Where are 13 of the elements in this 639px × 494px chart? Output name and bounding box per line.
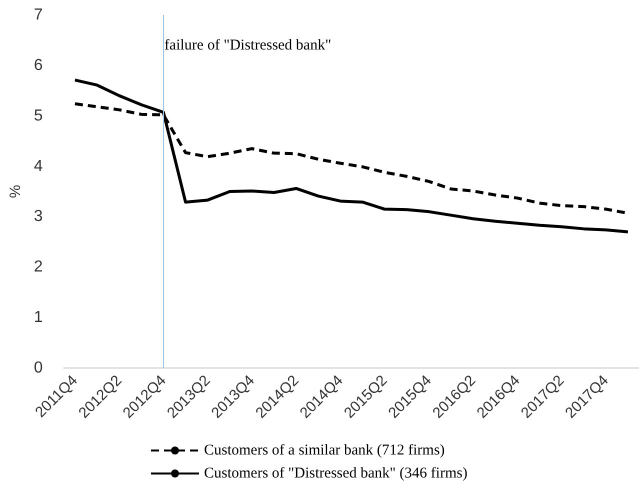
y-tick-label: 2 — [34, 258, 43, 276]
line-series — [73, 78, 630, 234]
y-tick-label: 3 — [34, 208, 43, 226]
y-tick-label: 6 — [34, 56, 43, 74]
legend-label: Customers of a similar bank (712 firms) — [204, 442, 445, 458]
y-tick-label: 1 — [34, 309, 43, 326]
ref-line-label: failure of "Distressed bank" — [164, 38, 332, 54]
y-tick-label: 0 — [34, 360, 43, 376]
y-axis-title: % — [7, 184, 24, 198]
y-tick-label: 4 — [34, 158, 43, 175]
y-tick-label: 7 — [34, 6, 43, 24]
y-tick-label: 5 — [34, 107, 43, 124]
legend-label: Customers of "Distressed bank" (346 firms) — [204, 466, 468, 482]
